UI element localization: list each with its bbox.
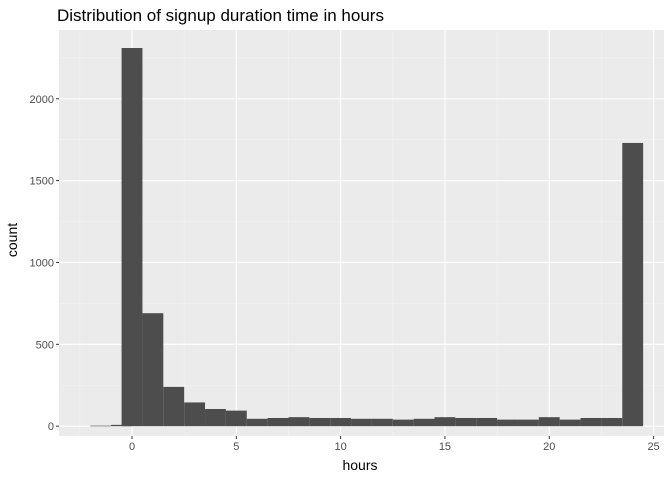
histogram-bar [434,417,456,427]
y-tick-label: 1500 [30,176,54,188]
histogram-bar [142,313,164,427]
histogram-bar [330,417,352,427]
histogram-bar [309,417,331,427]
histogram-bar [455,417,477,427]
histogram-bars [90,48,644,427]
histogram-bar [184,402,206,427]
x-tick-label: 20 [543,441,555,453]
histogram-bar [497,419,518,427]
histogram-bar [288,417,310,427]
chart-title: Distribution of signup duration time in … [57,6,384,25]
x-tick-label: 15 [439,441,451,453]
x-tick-label: 25 [647,441,659,453]
histogram-bar [559,419,581,427]
histogram-bar [90,425,112,427]
histogram-bar [622,142,644,427]
histogram-bar [371,418,393,427]
x-axis-ticks: 0 5 10 15 20 25 [129,436,660,453]
y-tick-label: 2000 [30,94,54,106]
x-axis-title: hours [342,457,377,473]
histogram-bar [413,418,435,427]
histogram-bar [225,410,247,427]
y-axis-title: count [4,223,20,257]
histogram-bar [580,417,602,427]
histogram-bar [267,417,289,427]
x-tick-label: 0 [129,441,135,453]
x-tick-label: 5 [233,441,239,453]
y-tick-label: 500 [36,339,54,351]
histogram-bar [601,417,623,427]
histogram-bar [205,408,226,427]
histogram-bar [121,48,143,427]
histogram-bar [476,417,498,427]
minor-gridlines [59,30,664,436]
histogram-bar [392,419,414,427]
histogram-bar [517,419,539,427]
y-tick-label: 1000 [30,257,54,269]
x-tick-label: 10 [335,441,347,453]
histogram-bar [163,386,185,427]
histogram-bar [246,418,268,427]
y-tick-label: 0 [48,421,54,433]
histogram-bar [538,417,560,427]
y-axis-ticks: 0 500 1000 1500 2000 [30,94,59,433]
histogram-bar [351,418,372,427]
